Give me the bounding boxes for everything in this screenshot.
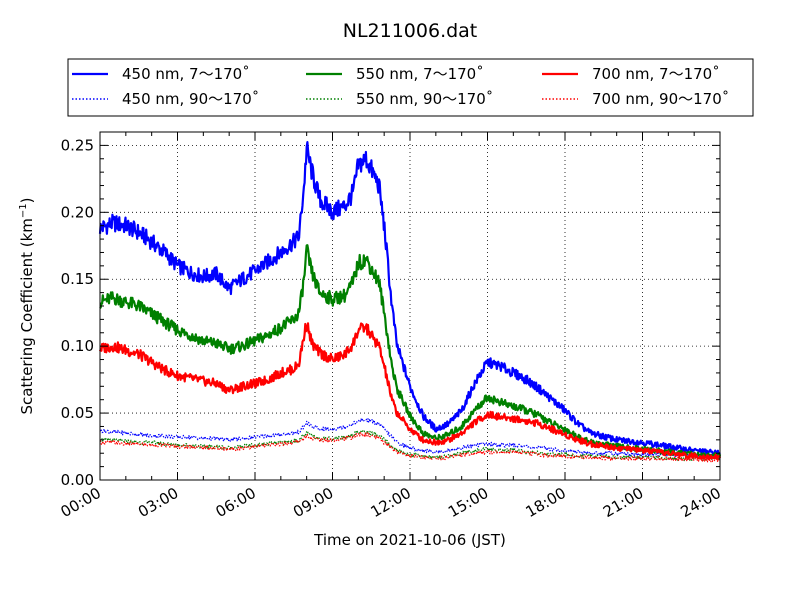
legend-label: 550 nm, 90～170˚ [356, 90, 493, 108]
y-axis-label-close: ) [18, 197, 36, 203]
y-tick-label: 0.15 [61, 270, 94, 288]
x-axis-label: Time on 2021-10-06 (JST) [313, 531, 506, 549]
x-tick-label: 18:00 [523, 484, 569, 521]
x-tick-label: 09:00 [290, 484, 336, 521]
series-layer [98, 141, 722, 463]
series-line [99, 418, 721, 459]
ticks: 00:00 03:00 06:00 09:00 12:00 15:00 18:00 21:00… [58, 132, 724, 521]
chart-title: NL211006.dat [343, 20, 478, 42]
series-line [99, 432, 721, 463]
y-tick-label: 0.05 [61, 404, 94, 422]
y-axis-label-main: Scattering Coefficient (km [18, 218, 36, 414]
legend-box [67, 58, 754, 117]
legend-label: 450 nm, 90～170˚ [122, 90, 259, 108]
x-tick-label: 00:00 [58, 484, 104, 521]
y-tick-label: 0.10 [61, 337, 94, 355]
series-line [98, 322, 722, 461]
x-tick-label: 06:00 [213, 484, 259, 521]
legend-label: 550 nm, 7～170˚ [356, 65, 484, 83]
x-tick-label: 21:00 [600, 484, 646, 521]
y-tick-label: 0.00 [61, 471, 94, 489]
legend: 450 nm, 7～170˚ 550 nm, 7～170˚ 700 nm, 7～17… [67, 58, 754, 117]
x-tick-label: 03:00 [135, 484, 181, 521]
x-tick-label: 24:00 [678, 484, 724, 521]
series-line [99, 429, 721, 462]
y-axis-label: Scattering Coefficient (km−1) [18, 197, 36, 414]
legend-label: 700 nm, 90～170˚ [592, 90, 729, 108]
y-tick-label: 0.25 [61, 136, 94, 154]
y-tick-label: 0.20 [61, 203, 94, 221]
legend-label: 450 nm, 7～170˚ [122, 65, 250, 83]
legend-label: 700 nm, 7～170˚ [592, 65, 720, 83]
x-tick-label: 12:00 [368, 484, 414, 521]
series-line [99, 244, 722, 460]
series-line [98, 141, 721, 457]
x-tick-label: 15:00 [445, 484, 491, 521]
y-axis-label-exponent: −1 [18, 203, 29, 218]
